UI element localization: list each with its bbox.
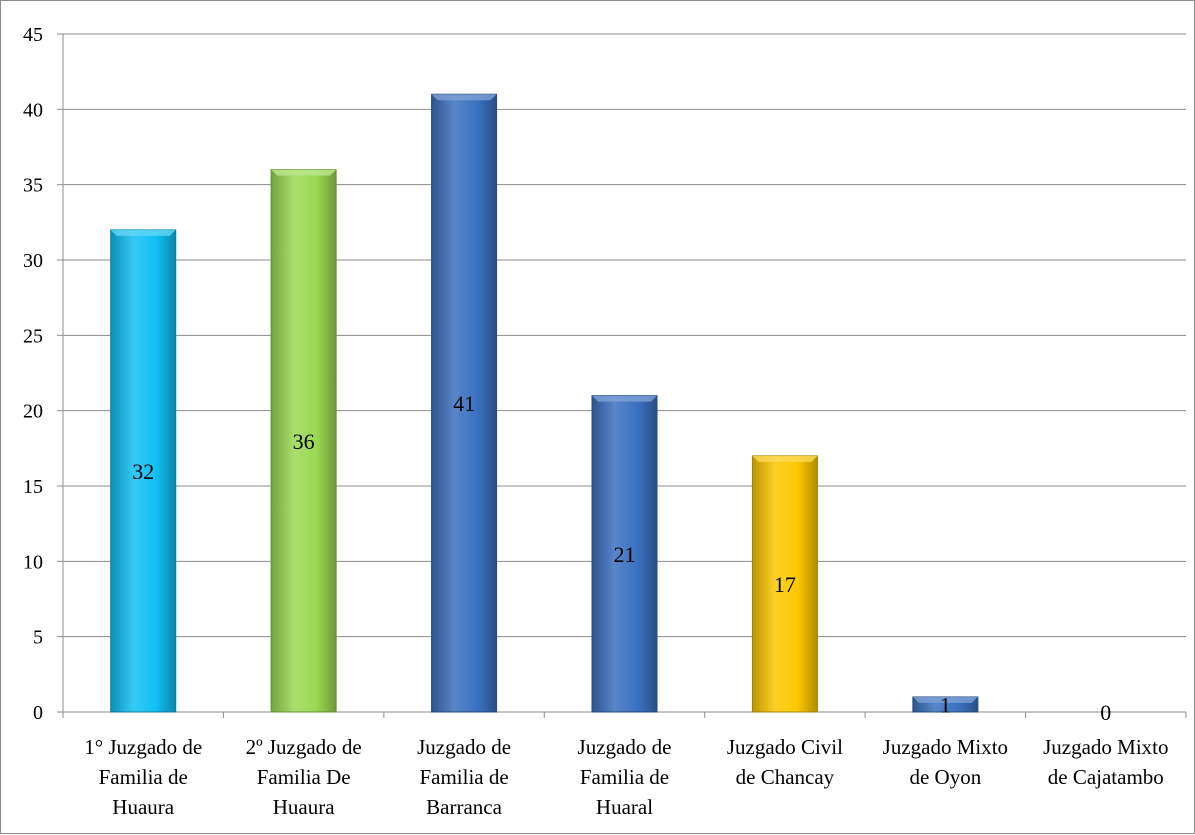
y-tick-label: 45 — [23, 24, 43, 46]
data-label: 41 — [453, 391, 475, 416]
bar-bevel — [110, 229, 176, 236]
x-category-label: 2º Juzgado de Familia De Huaura — [246, 735, 362, 819]
data-label: 36 — [293, 429, 315, 454]
bar-bevel — [912, 696, 978, 703]
data-label: 17 — [774, 572, 796, 597]
x-axis-category-labels: 1° Juzgado de Familia de Huaura 2º Juzgado … — [84, 735, 1168, 819]
data-labels: 32 36 41 21 17 1 0 — [132, 391, 1111, 725]
y-tick-label: 10 — [23, 551, 43, 573]
x-category-label: Juzgado Civil de Chancay — [727, 735, 843, 789]
x-category-label: Juzgado Mixto de Cajatambo — [1043, 735, 1168, 789]
bar — [591, 395, 658, 713]
data-label: 0 — [1100, 700, 1111, 725]
bar — [751, 455, 818, 713]
y-tick-label: 35 — [23, 175, 43, 197]
x-category-label: Juzgado de Familia de Huaral — [578, 735, 672, 819]
y-axis-tick-labels: 0 5 10 15 20 25 30 35 40 45 — [23, 24, 43, 724]
x-category-label: 1° Juzgado de Familia de Huaura — [84, 735, 202, 819]
bar-bevel — [431, 94, 497, 101]
y-tick-label: 20 — [23, 401, 43, 423]
bar-bevel — [752, 455, 818, 462]
y-tick-label: 30 — [23, 250, 43, 272]
bar-bevel — [592, 395, 657, 402]
bar — [270, 169, 337, 713]
y-tick-label: 15 — [23, 476, 43, 498]
bar-bevel — [271, 169, 337, 176]
bars — [110, 93, 979, 713]
y-tick-label: 40 — [23, 99, 43, 121]
y-tick-label: 5 — [33, 627, 43, 649]
y-tick-label: 0 — [33, 702, 43, 724]
x-category-label: Juzgado Mixto de Oyon — [883, 735, 1008, 789]
bar — [110, 229, 177, 713]
data-label: 21 — [614, 542, 636, 567]
data-label: 1 — [940, 692, 951, 717]
y-tick-label: 25 — [23, 325, 43, 347]
x-category-label: Juzgado de Familia de Barranca — [417, 735, 511, 819]
bar — [431, 93, 498, 713]
data-label: 32 — [132, 459, 154, 484]
